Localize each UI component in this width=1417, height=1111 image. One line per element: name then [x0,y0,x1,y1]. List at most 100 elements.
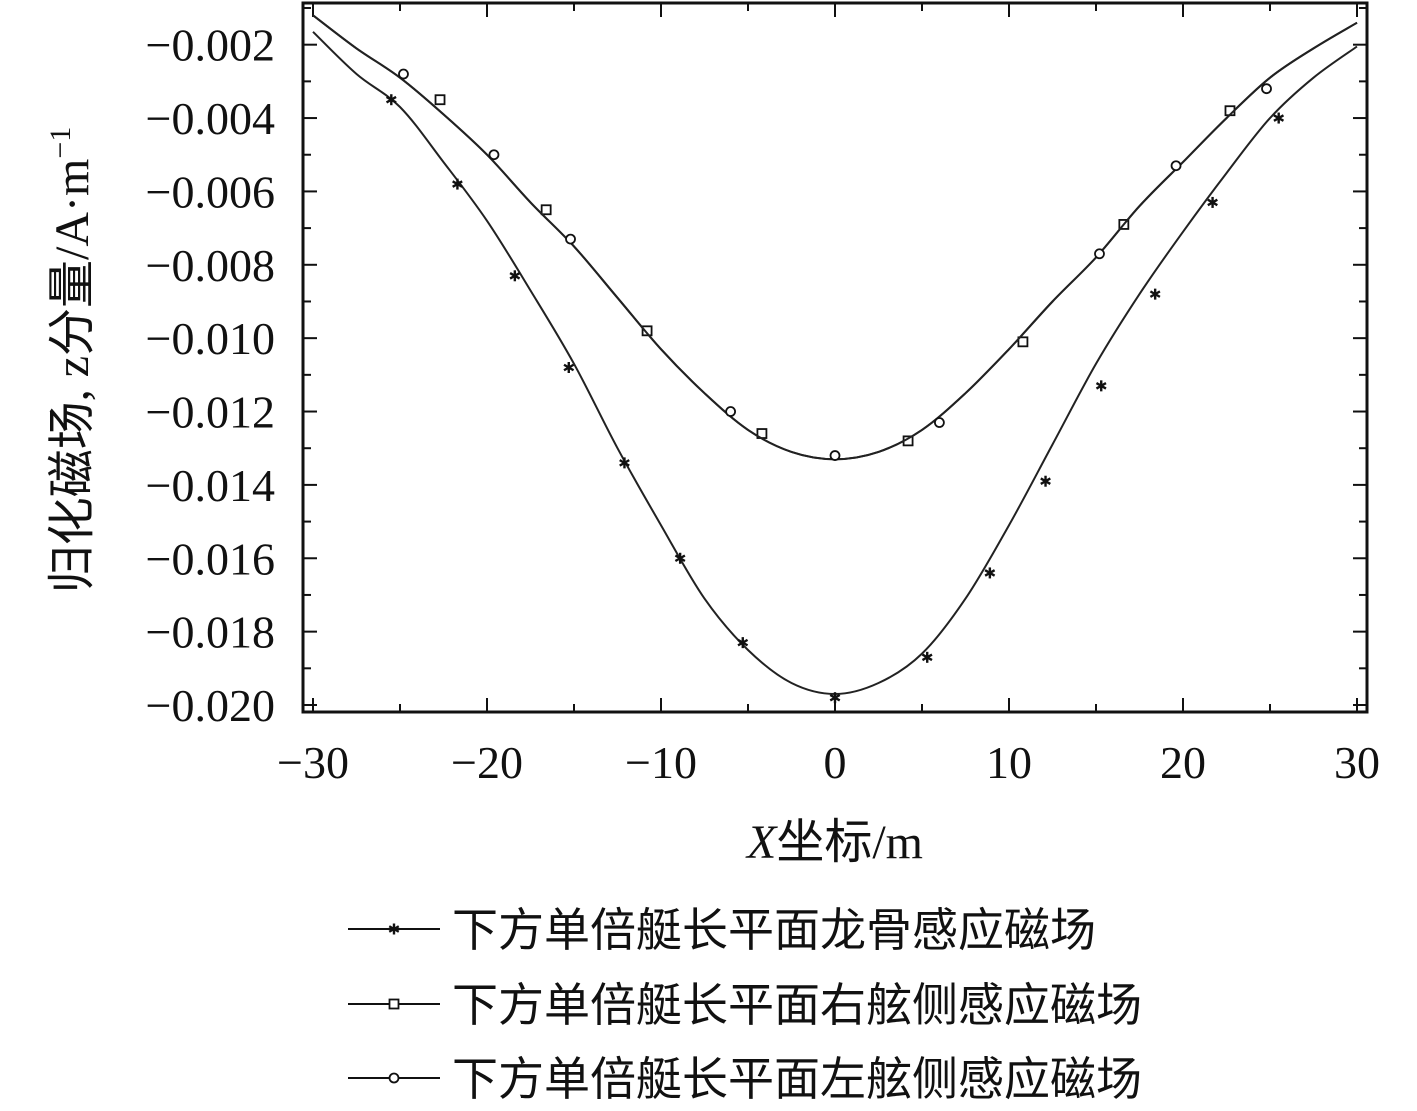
series-circle [312,14,1358,461]
y-tick-label: −0.002 [146,20,275,71]
star-marker-stroke [921,653,933,662]
y-axis: −0.002 −0.004 −0.006 −0.008 −0.010 −0.012 −0.0… [146,7,1367,731]
series-line-circle [312,14,1358,461]
y-tick-label: −0.010 [146,313,275,364]
y-tick-label: −0.012 [146,387,275,438]
data-point-star [737,637,749,649]
data-point-circle [725,406,736,417]
series-line-star [312,31,1358,696]
legend-item-circle: 下方单倍艇长平面左舷侧感应磁场 [348,1054,1142,1105]
data-point-circle [829,450,841,461]
y-tick-label: −0.008 [146,240,275,291]
data-point-square [540,204,552,216]
legend: 下方单倍艇长平面龙骨感应磁场下方单倍艇长平面右舷侧感应磁场下方单倍艇长平面左舷侧… [348,905,1142,1105]
plot-border [301,1,1369,714]
circle-marker-shape [1094,248,1105,260]
legend-item-square: 下方单倍艇长平面右舷侧感应磁场 [348,980,1142,1031]
star-marker-stroke [737,638,749,647]
data-point-star [619,457,630,469]
star-marker-stroke [1207,198,1218,207]
data-point-square [1017,336,1029,348]
data-point-square [641,325,653,337]
legend-marker-star [388,923,400,935]
circle-marker-shape [488,149,500,161]
star-marker-stroke [984,569,996,577]
x-tick-label: 30 [1334,737,1380,788]
circle-marker-shape [829,450,841,461]
square-marker-shape [388,998,400,1010]
data-point-star [1040,475,1051,487]
legend-label: 下方单倍艇长平面右舷侧感应磁场 [452,980,1142,1031]
y-tick-label: −0.016 [146,533,275,584]
star-marker-stroke [563,363,575,372]
star-marker-stroke [388,925,400,933]
x-tick-label: 10 [986,737,1032,788]
data-point-star [674,552,686,564]
square-marker-shape [1017,336,1029,348]
legend-marker-square [388,998,400,1010]
legend-label: 下方单倍艇长平面左舷侧感应磁场 [452,1054,1142,1105]
y-tick-label: −0.004 [146,93,275,144]
y-tick-label: −0.018 [146,607,275,658]
star-marker-stroke [1149,290,1161,298]
series-square [312,14,1358,461]
data-point-star [921,651,933,663]
series-line-square [312,14,1358,461]
circle-marker-shape [398,68,409,80]
y-tick-label: −0.014 [146,460,275,511]
square-marker-shape [540,204,552,216]
data-point-star [509,270,521,282]
circle-marker-shape [565,233,576,245]
circle-marker-shape [1261,83,1272,95]
data-point-circle [565,233,576,245]
circle-marker-shape [1170,160,1182,172]
data-point-square [434,94,446,106]
legend-marker-circle [388,1072,400,1084]
data-point-star [984,567,996,579]
circle-marker-shape [725,406,736,417]
y-axis-title-main: 归化磁场, z分量/A·m [46,159,99,594]
plot-frame [301,1,1369,714]
y-tick-label: −0.020 [146,680,275,731]
data-point-star [1207,196,1218,208]
data-point-circle [934,417,945,428]
legend-label: 下方单倍艇长平面龙骨感应磁场 [452,905,1096,956]
data-point-circle [1094,248,1105,260]
legend-item-star: 下方单倍艇长平面龙骨感应磁场 [348,905,1096,956]
star-marker-stroke [509,272,521,280]
x-tick-label: 20 [1160,737,1206,788]
x-tick-label: −30 [277,737,349,788]
x-axis-title-var: X [745,816,778,869]
star-marker-stroke [674,554,686,563]
x-axis: −30 −20 −10 0 10 20 30 [277,3,1380,788]
star-marker-stroke [1095,382,1107,390]
series-star [312,31,1358,704]
data-point-star [1149,288,1161,300]
data-point-star [452,178,463,190]
series-layer [312,14,1358,704]
x-axis-title-rest: 坐标/m [776,816,923,869]
data-point-star [1095,380,1107,392]
x-tick-label: −20 [451,737,523,788]
star-marker-stroke [385,95,397,104]
data-point-star [385,94,397,106]
x-tick-label: −10 [625,737,697,788]
square-marker-shape [641,325,653,337]
star-marker-stroke [452,180,463,188]
star-marker-stroke [619,459,630,467]
star-marker-stroke [1273,114,1285,122]
y-tick-label: −0.006 [146,166,275,217]
data-point-circle [488,149,500,161]
x-axis-title: X坐标/m [745,816,923,869]
square-marker-shape [434,94,446,106]
data-point-star [563,362,575,374]
star-marker-stroke [829,693,841,702]
y-axis-title-exponent: −1 [44,127,77,159]
star-marker-stroke [1040,477,1051,486]
data-point-star [829,692,841,704]
data-point-circle [1261,83,1272,95]
x-tick-label: 0 [824,737,847,788]
circle-marker-shape [388,1072,400,1084]
y-axis-title: 归化磁场, z分量/A·m−1 [44,127,99,594]
